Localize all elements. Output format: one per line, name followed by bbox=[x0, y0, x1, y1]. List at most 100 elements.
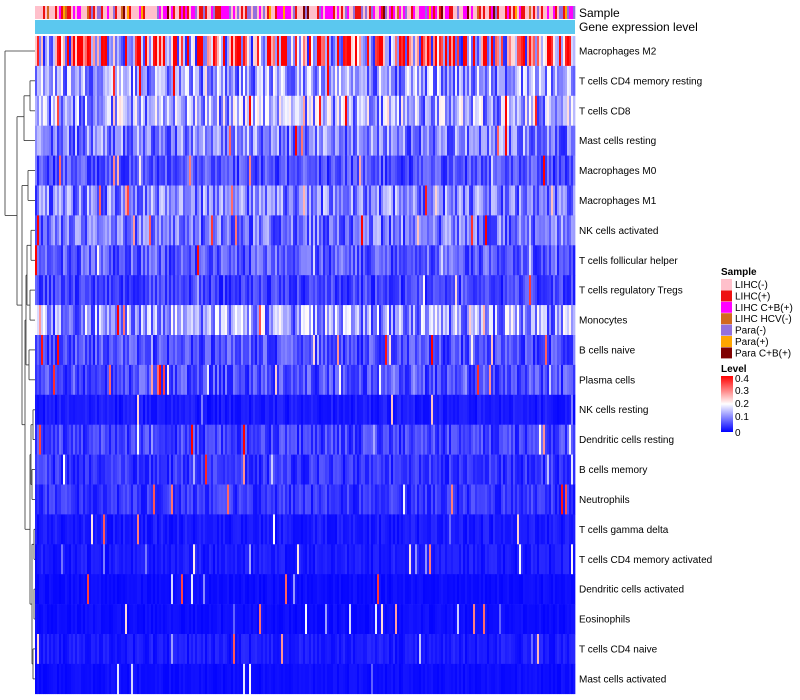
heatmap-cell bbox=[261, 394, 264, 425]
heatmap-cell bbox=[119, 484, 122, 515]
heatmap-cell bbox=[477, 36, 480, 67]
heatmap-cell bbox=[275, 514, 278, 545]
heatmap-cell bbox=[193, 454, 196, 485]
heatmap-cell bbox=[505, 215, 508, 246]
heatmap-cell bbox=[337, 484, 340, 515]
heatmap-cell bbox=[459, 185, 462, 216]
heatmap-cell bbox=[249, 484, 252, 515]
heatmap-cell bbox=[525, 454, 528, 485]
heatmap-cell bbox=[473, 275, 476, 306]
heatmap-cell bbox=[513, 335, 516, 366]
heatmap-cell bbox=[501, 394, 504, 425]
heatmap-cell bbox=[319, 155, 322, 186]
heatmap-cell bbox=[203, 215, 206, 246]
heatmap-cell bbox=[143, 544, 146, 575]
heatmap-cell bbox=[191, 335, 194, 366]
sample-annotation-cell bbox=[509, 6, 512, 19]
heatmap-cell bbox=[119, 125, 122, 156]
heatmap-cell bbox=[127, 394, 130, 425]
heatmap-cell bbox=[217, 155, 220, 186]
heatmap-cell bbox=[339, 95, 342, 126]
heatmap-cell bbox=[419, 424, 422, 455]
heatmap-cell bbox=[421, 215, 424, 246]
heatmap-cell bbox=[269, 215, 272, 246]
heatmap-cell bbox=[321, 185, 324, 216]
heatmap-cell bbox=[151, 245, 154, 276]
heatmap-cell bbox=[159, 65, 162, 97]
heatmap-cell bbox=[189, 454, 192, 485]
heatmap-cell bbox=[545, 335, 548, 366]
heatmap-cell bbox=[503, 125, 506, 156]
heatmap-cell bbox=[239, 245, 242, 276]
heatmap-cell bbox=[377, 335, 380, 366]
sample-annotation-cell bbox=[231, 6, 234, 19]
heatmap-cell bbox=[531, 335, 534, 366]
heatmap-cell bbox=[327, 394, 330, 425]
heatmap-cell bbox=[455, 125, 458, 156]
heatmap-cell bbox=[75, 364, 78, 396]
heatmap-cell bbox=[55, 484, 58, 515]
heatmap-cell bbox=[129, 155, 132, 186]
sample-annotation-cell bbox=[97, 6, 100, 19]
heatmap-cell bbox=[471, 454, 474, 485]
sample-annotation-cell bbox=[225, 6, 228, 19]
heatmap-cell bbox=[569, 514, 572, 545]
heatmap-cell bbox=[529, 155, 532, 186]
sample-annotation-cell bbox=[61, 6, 64, 19]
heatmap-cell bbox=[223, 335, 226, 366]
heatmap-cell bbox=[441, 484, 444, 515]
heatmap-cell bbox=[111, 424, 114, 455]
heatmap-cell bbox=[481, 335, 484, 366]
heatmap-cell bbox=[533, 95, 536, 126]
heatmap-cell bbox=[195, 185, 198, 216]
heatmap-cell bbox=[391, 514, 394, 545]
heatmap-cell bbox=[265, 275, 268, 306]
heatmap-cell bbox=[449, 394, 452, 425]
heatmap-cell bbox=[267, 484, 270, 515]
heatmap-cell bbox=[215, 424, 218, 455]
heatmap-cell bbox=[137, 125, 140, 156]
heatmap-cell bbox=[397, 364, 400, 396]
heatmap-cell bbox=[99, 245, 102, 276]
heatmap-cell bbox=[471, 185, 474, 216]
heatmap-cell bbox=[323, 424, 326, 455]
heatmap-cell bbox=[255, 335, 258, 366]
heatmap-cell bbox=[523, 95, 526, 126]
heatmap-cell bbox=[39, 544, 42, 575]
heatmap-cell bbox=[85, 185, 88, 216]
heatmap-cell bbox=[121, 454, 124, 485]
heatmap-cell bbox=[173, 544, 176, 575]
heatmap-cell bbox=[529, 125, 532, 156]
heatmap-cell bbox=[305, 514, 308, 545]
heatmap-cell bbox=[541, 125, 544, 156]
heatmap-cell bbox=[157, 335, 160, 366]
sample-annotation-cell bbox=[373, 6, 376, 19]
sample-annotation-cell bbox=[259, 6, 262, 19]
heatmap-cell bbox=[309, 484, 312, 515]
heatmap-cell bbox=[61, 65, 64, 97]
heatmap-cell bbox=[565, 454, 568, 485]
heatmap-cell bbox=[247, 364, 250, 396]
heatmap-cell bbox=[549, 424, 552, 455]
heatmap-cell bbox=[501, 125, 504, 156]
heatmap-cell bbox=[499, 65, 502, 97]
heatmap-cell bbox=[155, 245, 158, 276]
heatmap-cell bbox=[543, 364, 546, 396]
heatmap-cell bbox=[209, 335, 212, 366]
heatmap-cell bbox=[53, 65, 56, 97]
heatmap-cell bbox=[177, 364, 180, 396]
heatmap-cell bbox=[183, 36, 186, 67]
heatmap-cell bbox=[97, 155, 100, 186]
heatmap-cell bbox=[285, 185, 288, 216]
heatmap-cell bbox=[389, 275, 392, 306]
heatmap-cell bbox=[83, 155, 86, 186]
heatmap-cell bbox=[229, 275, 232, 306]
sample-annotation-cell bbox=[355, 6, 358, 19]
heatmap-cell bbox=[119, 394, 122, 425]
heatmap-cell bbox=[109, 275, 112, 306]
heatmap-cell bbox=[369, 484, 372, 515]
heatmap-cell bbox=[463, 215, 466, 246]
heatmap-cell bbox=[125, 335, 128, 366]
heatmap-cell bbox=[485, 454, 488, 485]
heatmap-cell bbox=[355, 185, 358, 216]
